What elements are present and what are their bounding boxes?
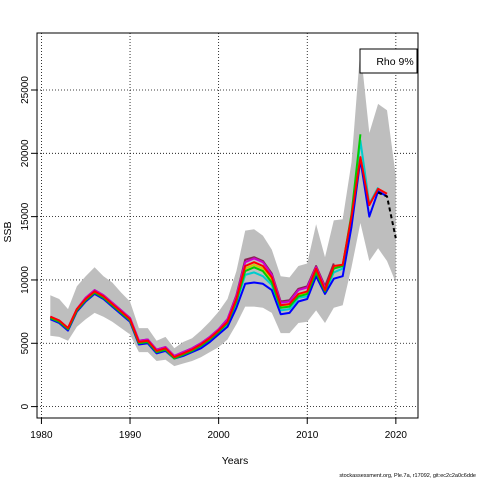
- plot-frame: [36, 32, 419, 419]
- x-axis-label: Years: [222, 455, 248, 467]
- y-tick-label: 5000: [20, 332, 31, 355]
- legend-text: Rho 9%: [376, 56, 413, 68]
- confidence-band-layer: [50, 48, 396, 367]
- x-tick-label: 1980: [30, 430, 53, 441]
- y-tick-label: 20000: [20, 139, 31, 167]
- series-line: [377, 191, 397, 239]
- confidence-band: [50, 48, 396, 367]
- y-axis: 0 5000 10000 15000 20000 25000: [20, 76, 37, 409]
- x-tick-label: 2000: [208, 430, 231, 441]
- series-line: [49, 156, 388, 359]
- y-tick-label: 15000: [20, 202, 31, 230]
- x-tick-label: 1990: [119, 430, 142, 441]
- x-axis: 1980 1990 2000 2010 2020: [30, 418, 407, 441]
- x-tick-label: 2010: [296, 430, 319, 441]
- series-layer: [49, 134, 397, 360]
- y-tick-label: 25000: [20, 76, 31, 104]
- footer-text: stockassessment.org, Ple.7a, r17092, git…: [339, 473, 476, 479]
- legend: Rho 9%: [359, 48, 418, 74]
- y-tick-label: 0: [20, 403, 31, 409]
- legend-box: [359, 48, 418, 74]
- y-tick-label: 10000: [20, 266, 31, 294]
- y-axis-label: SSB: [2, 221, 14, 242]
- x-tick-label: 2020: [385, 430, 408, 441]
